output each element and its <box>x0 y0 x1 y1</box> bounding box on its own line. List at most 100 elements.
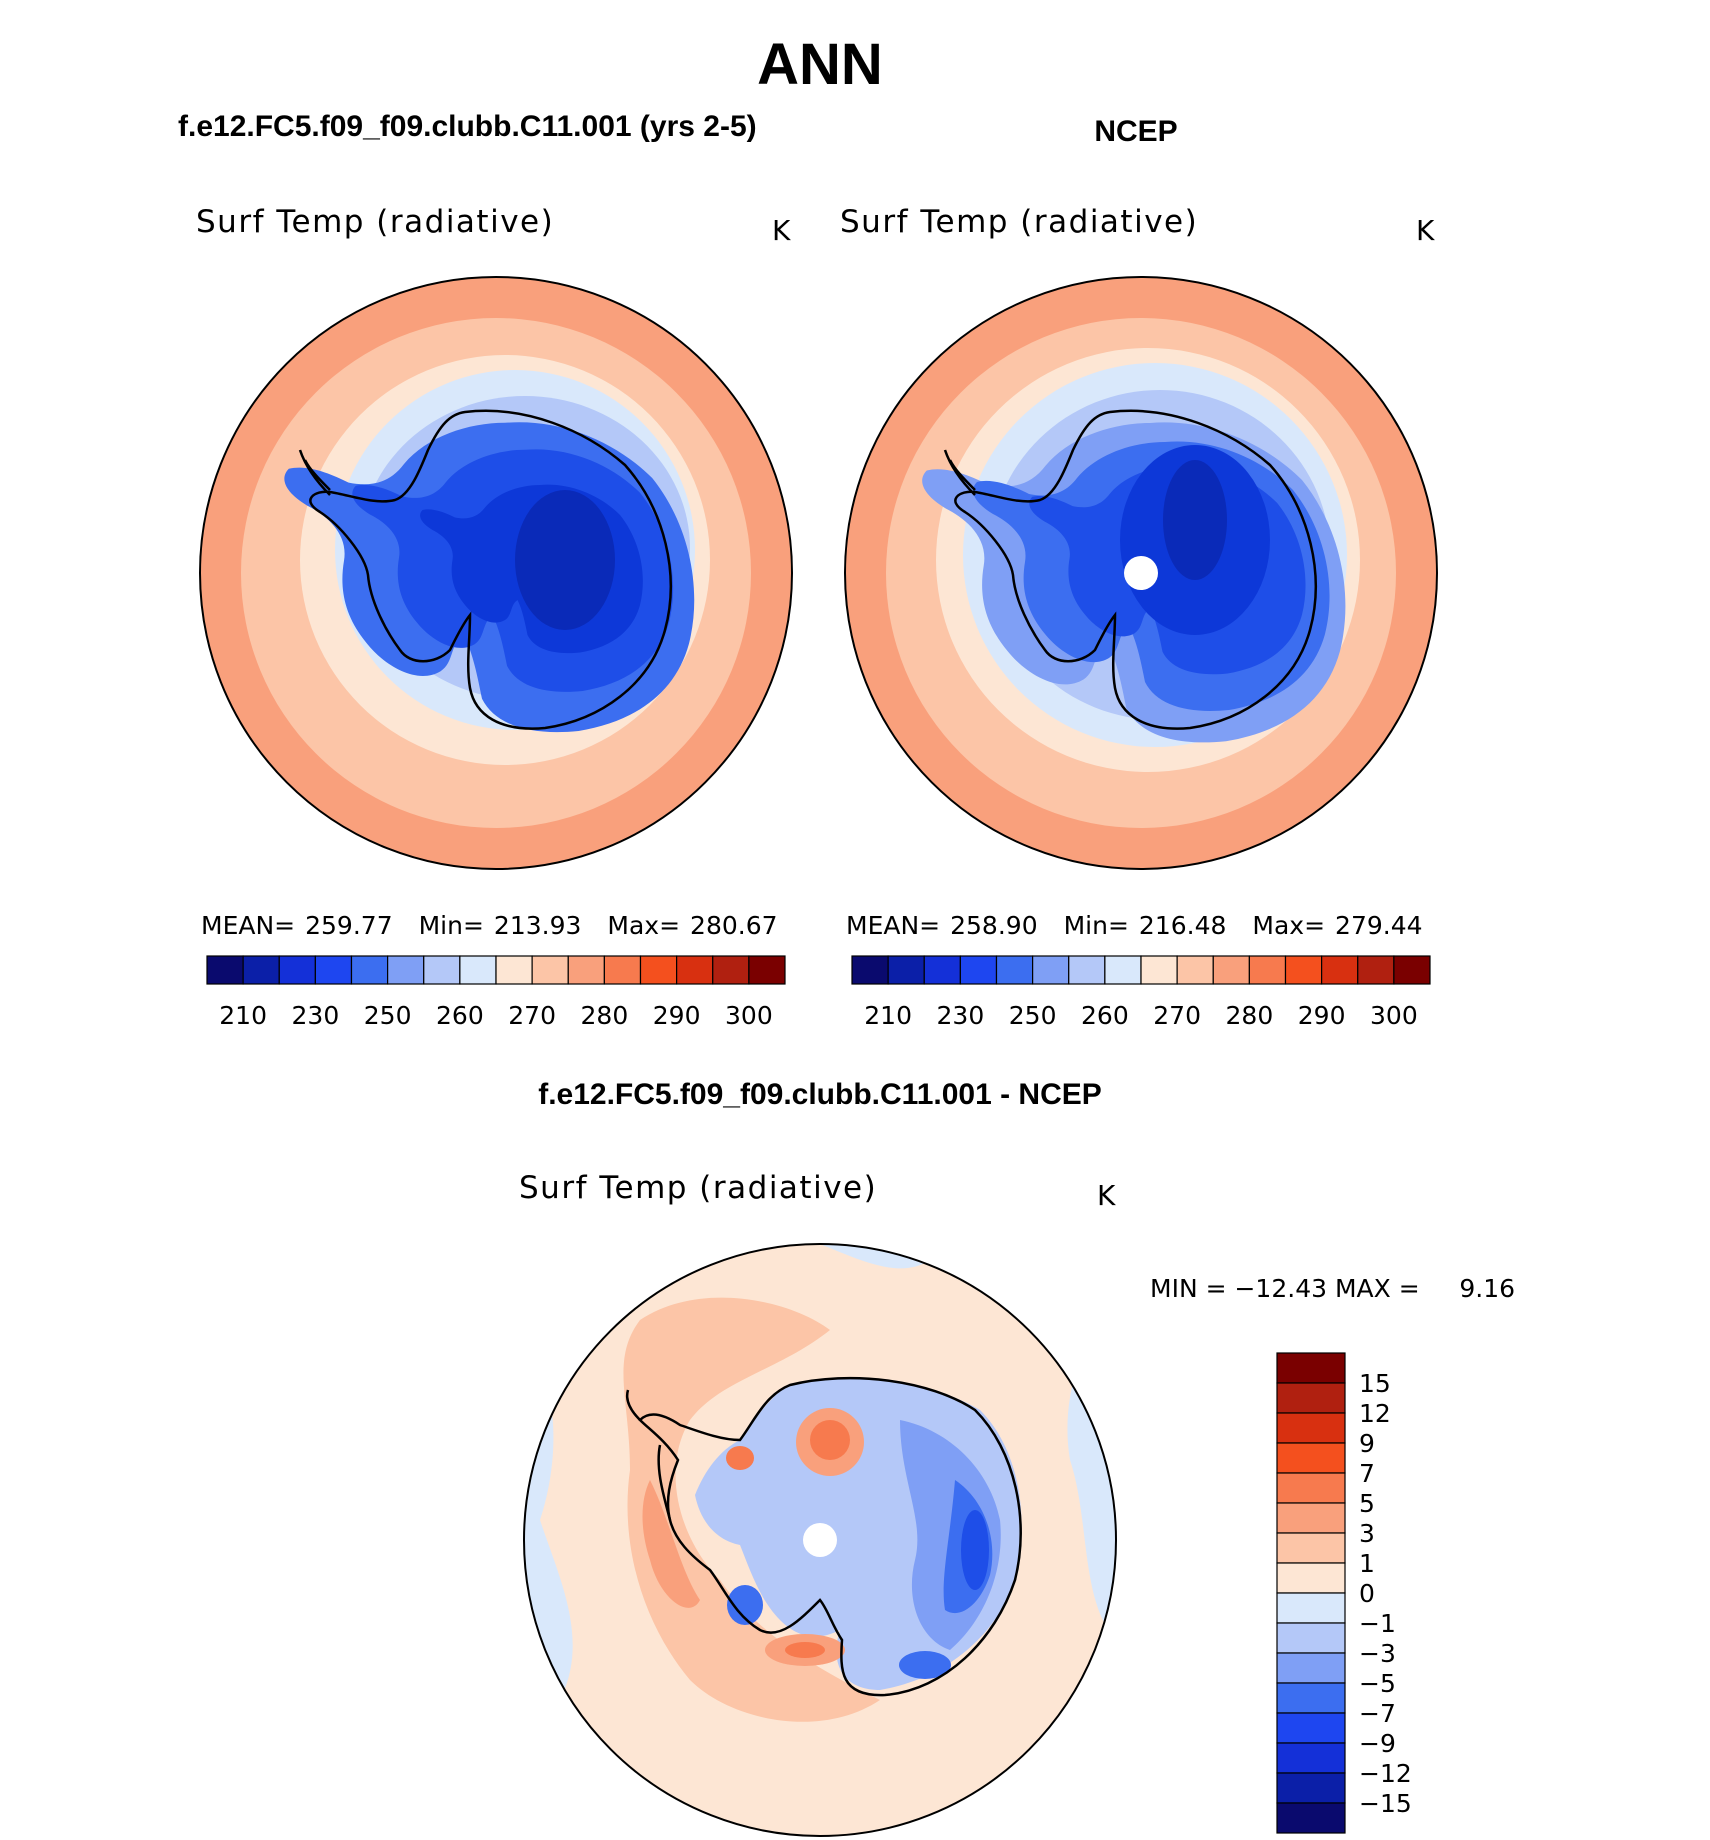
colorbar-tick-label: −15 <box>1359 1789 1412 1818</box>
colorbar-swatch <box>1276 1802 1346 1834</box>
peninsula <box>298 449 331 496</box>
colorbar-swatch <box>350 955 389 985</box>
colorbar-swatch <box>712 955 750 985</box>
panel-model-case-title: f.e12.FC5.f09_f09.clubb.C11.001 (yrs 2-5… <box>178 110 757 143</box>
map-band-cold-spot <box>961 1510 989 1590</box>
colorbar-tick-label: 270 <box>508 1001 556 1030</box>
colorbar-swatch <box>1276 1532 1346 1564</box>
colorbar-swatch <box>1393 955 1431 985</box>
panel-diff: f.e12.FC5.f09_f09.clubb.C11.001 - NCEP S… <box>519 1078 1515 1837</box>
colorbar-tick-label: 9 <box>1359 1429 1375 1458</box>
map-band-cold-spot-3 <box>727 1585 763 1625</box>
colorbar-swatch <box>959 955 998 985</box>
map-band-warm-peninsula <box>642 1480 700 1608</box>
colorbar-tick-label: 7 <box>1359 1459 1375 1488</box>
colorbar-tick-label: −9 <box>1359 1729 1396 1758</box>
colorbar-swatch <box>1212 955 1250 985</box>
colorbar-swatch <box>1276 1652 1346 1684</box>
colorbar-swatch <box>1276 1352 1346 1384</box>
colorbar-swatch <box>1276 1442 1346 1474</box>
figure-title: ANN <box>757 32 883 97</box>
panel-obs-colorbar-ticks: 210 230 250 260 270 280 290 300 <box>864 1001 1417 1030</box>
colorbar-swatch <box>1276 1382 1346 1414</box>
colorbar-tick-label: 260 <box>436 1001 484 1030</box>
panel-model-colorbar-ticks: 210 230 250 260 270 280 290 300 <box>219 1001 772 1030</box>
colorbar-swatch <box>887 955 925 985</box>
coastline <box>638 1376 1022 1697</box>
colorbar-swatch <box>1176 955 1214 985</box>
colorbar-swatch <box>387 955 425 985</box>
map-boundary <box>844 276 1438 870</box>
map-band-cold-spot-2 <box>899 1651 951 1679</box>
panel-diff-map <box>524 1244 1116 1836</box>
colorbar-swatch <box>603 955 642 985</box>
colorbar-swatch <box>1321 955 1359 985</box>
map-boundary <box>523 1243 1117 1837</box>
colorbar-tick-label: −1 <box>1359 1609 1396 1638</box>
colorbar-swatch <box>1104 955 1142 985</box>
colorbar-tick-label: 5 <box>1359 1489 1375 1518</box>
colorbar-tick-label: 1 <box>1359 1549 1375 1578</box>
colorbar-swatch <box>459 955 497 985</box>
colorbar-swatch <box>531 955 569 985</box>
colorbar-swatch <box>1357 955 1395 985</box>
colorbar-tick-label: 210 <box>219 1001 267 1030</box>
colorbar-swatch <box>748 955 786 985</box>
colorbar-tick-label: 230 <box>292 1001 340 1030</box>
colorbar-swatch <box>423 955 461 985</box>
panel-obs-stats: MEAN= 258.90 Min= 216.48 Max= 279.44 <box>846 911 1423 940</box>
panel-obs: NCEP Surf Temp (radiative) K MEAN= 258.90… <box>840 115 1438 1030</box>
colorbar-tick-label: 280 <box>581 1001 629 1030</box>
colorbar-tick-label: −7 <box>1359 1699 1396 1728</box>
panel-obs-colorbar <box>851 955 1431 985</box>
colorbar-swatch <box>1276 1772 1346 1804</box>
colorbar-tick-label: 250 <box>1009 1001 1057 1030</box>
colorbar-swatch <box>995 955 1034 985</box>
colorbar-tick-label: 290 <box>653 1001 701 1030</box>
colorbar-swatch <box>851 955 889 985</box>
colorbar-tick-label: 210 <box>864 1001 912 1030</box>
panel-model: f.e12.FC5.f09_f09.clubb.C11.001 (yrs 2-5… <box>178 110 793 1030</box>
map-band-dome <box>515 490 615 630</box>
colorbar-swatch <box>1276 1502 1346 1534</box>
colorbar-tick-label: 300 <box>1370 1001 1418 1030</box>
colorbar-swatch <box>1140 955 1178 985</box>
coastline <box>309 409 672 730</box>
map-boundary <box>199 276 793 870</box>
colorbar-swatch <box>1276 1742 1346 1774</box>
map-band-warm-spot-4 <box>785 1642 825 1658</box>
pole-hole <box>1124 556 1158 590</box>
colorbar-swatch <box>1276 1562 1346 1594</box>
panel-diff-case-title: f.e12.FC5.f09_f09.clubb.C11.001 - NCEP <box>538 1078 1102 1111</box>
map-band-warm-ring <box>623 1297 880 1722</box>
coastline <box>954 409 1317 730</box>
colorbar-swatch <box>1068 955 1106 985</box>
colorbar-swatch <box>314 955 353 985</box>
colorbar-swatch <box>923 955 961 985</box>
panel-model-stats: MEAN= 259.77 Min= 213.93 Max= 280.67 <box>201 911 778 940</box>
panel-diff-variable: Surf Temp (radiative) <box>519 1170 877 1206</box>
colorbar-tick-label: −5 <box>1359 1669 1396 1698</box>
panel-obs-map <box>845 277 1437 869</box>
colorbar-swatch <box>1284 955 1323 985</box>
pole-hole <box>803 1523 837 1557</box>
colorbar-swatch <box>1248 955 1287 985</box>
colorbar-swatch <box>1276 1682 1346 1714</box>
colorbar-tick-label: 12 <box>1359 1399 1391 1428</box>
colorbar-tick-label: −3 <box>1359 1639 1396 1668</box>
panel-obs-variable: Surf Temp (radiative) <box>840 204 1198 240</box>
colorbar-tick-label: −12 <box>1359 1759 1412 1788</box>
colorbar-swatch <box>495 955 533 985</box>
map-band-warm-spot-2 <box>726 1446 754 1470</box>
colorbar-swatch <box>567 955 605 985</box>
colorbar-swatch <box>1032 955 1070 985</box>
colorbar-tick-label: 270 <box>1153 1001 1201 1030</box>
colorbar-tick-label: 3 <box>1359 1519 1375 1548</box>
panel-diff-stats: MIN = −12.43 MAX = 9.16 <box>1150 1274 1515 1303</box>
peninsula <box>943 449 976 496</box>
peninsula <box>625 1389 672 1521</box>
panel-diff-colorbar <box>1276 1352 1346 1834</box>
panel-model-variable: Surf Temp (radiative) <box>196 204 554 240</box>
colorbar-swatch <box>1276 1412 1346 1444</box>
